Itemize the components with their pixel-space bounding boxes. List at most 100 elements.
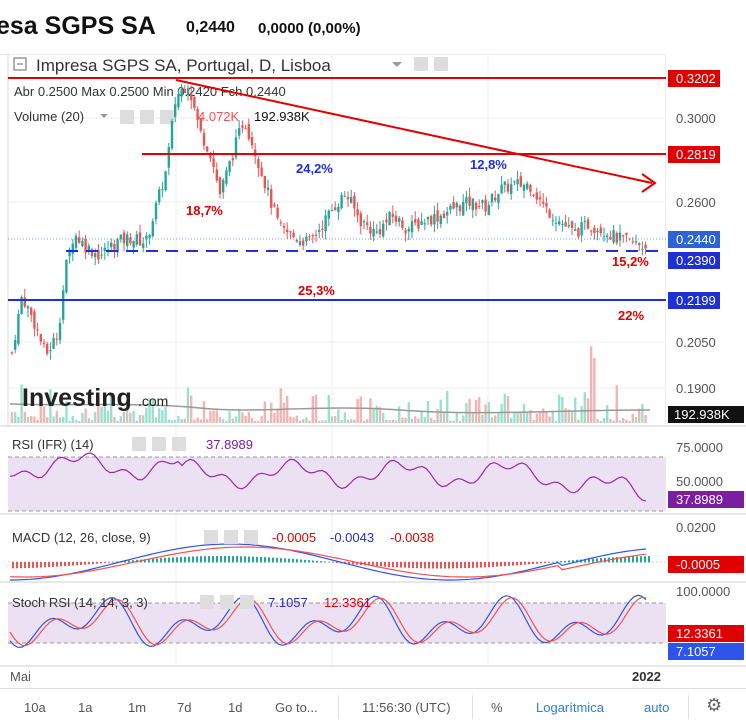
volume-bar (436, 408, 439, 423)
volume-bar (97, 396, 100, 423)
settings-icon[interactable] (140, 110, 154, 124)
macd-bar (64, 562, 66, 567)
volume-bar (510, 417, 513, 423)
bottom-toolbar: 10a 1a 1m 7d 1d Go to... 11:56:30 (UTC) … (0, 688, 746, 727)
candle-body (551, 220, 554, 222)
volume-bar (366, 419, 369, 423)
volume-bar (359, 396, 362, 423)
volume-bar (257, 420, 260, 423)
volume-ma-line (9, 403, 651, 414)
macd-bar (32, 562, 34, 568)
range-1d-button[interactable]: 1d (228, 700, 243, 715)
candle-body (298, 241, 302, 245)
watermark-suffix: .com (138, 393, 168, 409)
candle-body (100, 254, 103, 256)
macd-bar (620, 556, 622, 563)
close-icon[interactable] (160, 110, 174, 124)
chevron-down-icon[interactable] (392, 62, 402, 67)
macd-bar (588, 558, 590, 563)
candle-body (385, 219, 388, 223)
candle-body (404, 230, 407, 234)
volume-bar (78, 420, 81, 423)
volume-bar (494, 415, 497, 423)
candle-body (222, 179, 225, 193)
volume-bar (30, 416, 33, 423)
range-1m-button[interactable]: 1m (128, 700, 147, 715)
volume-bar (458, 420, 462, 423)
settings-icon[interactable] (220, 595, 234, 609)
volume-bar (282, 402, 286, 423)
settings-icon[interactable] (224, 530, 238, 544)
close-icon[interactable] (172, 437, 186, 451)
level-tags: 0.3202 0.2819 0.2440 0.2390 0.2199 192.9… (668, 70, 744, 423)
price-pane[interactable] (7, 54, 667, 427)
gear-icon[interactable]: ⚙ (706, 695, 723, 715)
log-toggle[interactable]: Logarítmica (536, 700, 604, 715)
volume-value: 192.938K (254, 109, 310, 124)
macd-bar (520, 562, 522, 565)
volume-bar (570, 412, 574, 423)
volume-bar (337, 409, 340, 423)
macd-bar (128, 560, 130, 563)
range-10a-button[interactable]: 10a (24, 700, 46, 715)
macd-line (10, 543, 647, 581)
macd-bar (444, 562, 446, 569)
candle-body (497, 193, 500, 204)
annotation-label: 12,8% (470, 157, 507, 172)
volume-bar (218, 417, 222, 423)
volume-bar (289, 416, 292, 423)
rsi-title: RSI (IFR) (14) (12, 437, 94, 452)
macd-bar (276, 557, 278, 563)
candle-body (39, 334, 42, 342)
eye-icon[interactable] (204, 530, 218, 544)
eye-icon[interactable] (414, 57, 428, 71)
candle-body (167, 146, 170, 168)
candle-body (273, 204, 276, 207)
volume-bar (330, 416, 334, 423)
macd-bar (412, 562, 414, 569)
candle-body (90, 249, 94, 256)
candle-body (196, 109, 199, 121)
candle-body (311, 235, 314, 237)
close-icon[interactable] (244, 530, 258, 544)
eye-icon[interactable] (200, 595, 214, 609)
trend-line[interactable] (175, 79, 653, 184)
chevron-down-icon[interactable] (100, 114, 108, 118)
chart-area[interactable]: Impresa SGPS SA, Portugal, D, Lisboa Abr… (0, 54, 746, 688)
macd-bar (268, 557, 270, 563)
candle-body (110, 242, 113, 248)
macd-bar (88, 562, 90, 565)
candle-body (430, 216, 433, 225)
collapse-icon[interactable] (13, 57, 27, 71)
goto-button[interactable]: Go to... (275, 700, 318, 715)
macd-bar (252, 556, 254, 563)
volume-bar (145, 407, 148, 423)
macd-bar (404, 562, 406, 568)
volume-bar (74, 420, 78, 423)
eye-icon[interactable] (132, 437, 146, 451)
auto-toggle[interactable]: auto (644, 700, 670, 715)
volume-bar (298, 420, 302, 423)
macd-bar (640, 556, 642, 563)
volume-bar (590, 346, 593, 423)
eye-icon[interactable] (120, 110, 134, 124)
volume-bar (250, 417, 254, 423)
settings-icon[interactable] (152, 437, 166, 451)
candle-body (420, 221, 423, 225)
settings-icon[interactable] (434, 57, 448, 71)
macd-bar (284, 558, 286, 563)
range-7d-button[interactable]: 7d (177, 700, 192, 715)
volume-bar (209, 410, 212, 423)
candle-body (490, 193, 494, 203)
range-1a-button[interactable]: 1a (78, 700, 93, 715)
price-change: 0,0000 (0,00%) (258, 20, 361, 37)
percent-toggle[interactable]: % (491, 700, 503, 715)
macd-bar (16, 562, 18, 569)
close-icon[interactable] (240, 595, 254, 609)
candle-body (526, 183, 529, 189)
volume-tag-label: 192.938K (674, 407, 730, 422)
candle-body (484, 199, 487, 212)
volume-bar (129, 412, 132, 423)
candle-body (548, 209, 551, 218)
macd-bar (236, 556, 238, 563)
